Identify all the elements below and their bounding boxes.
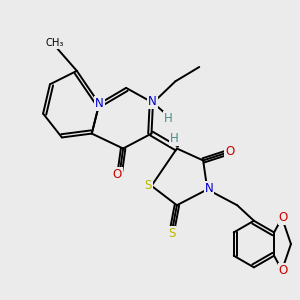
Text: O: O — [225, 145, 234, 158]
Text: H: H — [170, 132, 179, 145]
Text: O: O — [279, 211, 288, 224]
Text: O: O — [112, 168, 122, 181]
Text: CH₃: CH₃ — [45, 38, 64, 48]
Text: N: N — [95, 97, 103, 110]
Text: N: N — [148, 95, 157, 108]
Text: H: H — [164, 112, 172, 125]
Text: S: S — [144, 179, 152, 192]
Text: N: N — [205, 182, 213, 195]
Text: O: O — [279, 264, 288, 277]
Text: S: S — [168, 227, 175, 240]
